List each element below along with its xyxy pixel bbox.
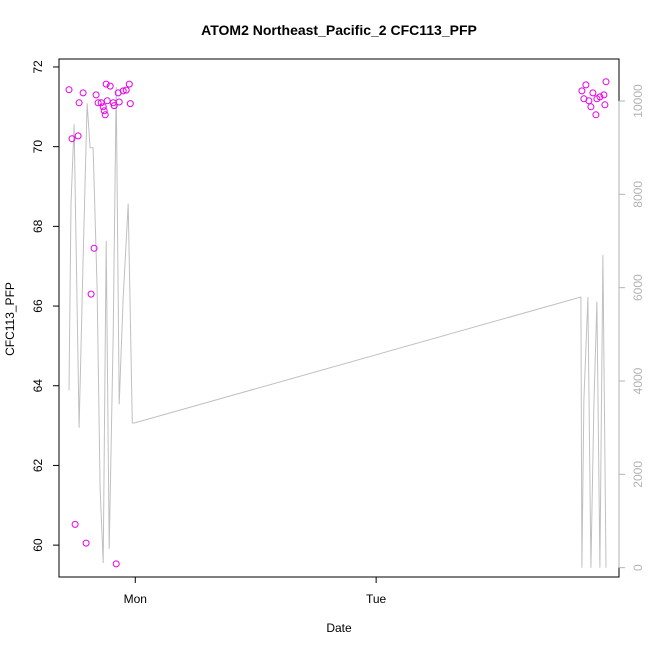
x-axis-label: Date bbox=[326, 621, 352, 635]
data-point bbox=[71, 520, 79, 528]
y2-tick-label: 4000 bbox=[631, 367, 645, 394]
chart-title: ATOM2 Northeast_Pacific_2 CFC113_PFP bbox=[201, 22, 477, 38]
data-point bbox=[589, 89, 597, 97]
data-point bbox=[106, 82, 114, 90]
data-point bbox=[68, 135, 76, 143]
data-point bbox=[578, 87, 586, 95]
y-tick-label: 60 bbox=[31, 538, 45, 552]
data-point bbox=[92, 91, 100, 99]
x-axis: Mon Tue bbox=[124, 576, 387, 606]
y2-tick-label: 2000 bbox=[631, 461, 645, 488]
data-point bbox=[600, 91, 608, 99]
data-point bbox=[87, 290, 95, 298]
y-tick-label: 64 bbox=[31, 379, 45, 393]
data-point bbox=[601, 101, 609, 109]
data-point bbox=[125, 80, 133, 88]
data-point bbox=[126, 100, 134, 108]
plot-frame bbox=[58, 58, 620, 578]
data-point bbox=[582, 81, 590, 89]
data-point bbox=[79, 89, 87, 97]
x-tick-label: Mon bbox=[124, 592, 147, 606]
y-tick-label: 68 bbox=[31, 219, 45, 233]
y-tick-label: 66 bbox=[31, 299, 45, 313]
data-point bbox=[122, 86, 130, 94]
y2-tick-label: 0 bbox=[631, 564, 645, 571]
data-point bbox=[82, 539, 90, 547]
y2-axis: 0 2000 4000 6000 8000 10000 bbox=[618, 84, 645, 571]
y-tick-label: 62 bbox=[31, 458, 45, 472]
data-point bbox=[110, 102, 118, 110]
data-point bbox=[94, 99, 102, 107]
secondary-series-layer bbox=[68, 86, 607, 568]
data-point bbox=[112, 560, 120, 568]
points-layer bbox=[65, 78, 610, 568]
y-axis-label: CFC113_PFP bbox=[3, 282, 17, 356]
data-point bbox=[596, 93, 604, 101]
y-tick-label: 72 bbox=[31, 60, 45, 74]
data-point bbox=[587, 103, 595, 111]
y2-tick-label: 10000 bbox=[631, 84, 645, 118]
data-point bbox=[65, 86, 73, 94]
data-point bbox=[99, 103, 107, 111]
data-point bbox=[119, 87, 127, 95]
data-point bbox=[102, 80, 110, 88]
data-point bbox=[115, 98, 123, 106]
data-point bbox=[74, 132, 82, 140]
y-tick-label: 70 bbox=[31, 140, 45, 154]
data-point bbox=[585, 97, 593, 105]
y2-tick-label: 8000 bbox=[631, 181, 645, 208]
data-point bbox=[592, 111, 600, 119]
secondary-series-line bbox=[68, 86, 607, 568]
data-point bbox=[602, 78, 610, 86]
y2-tick-label: 6000 bbox=[631, 274, 645, 301]
data-point bbox=[100, 107, 108, 115]
x-tick-label: Tue bbox=[366, 592, 387, 606]
data-point bbox=[75, 99, 83, 107]
y-axis: 60 62 64 66 68 70 72 bbox=[31, 60, 60, 552]
data-point bbox=[101, 111, 109, 119]
data-point bbox=[103, 97, 111, 105]
data-point bbox=[97, 99, 105, 107]
data-point bbox=[90, 244, 98, 252]
